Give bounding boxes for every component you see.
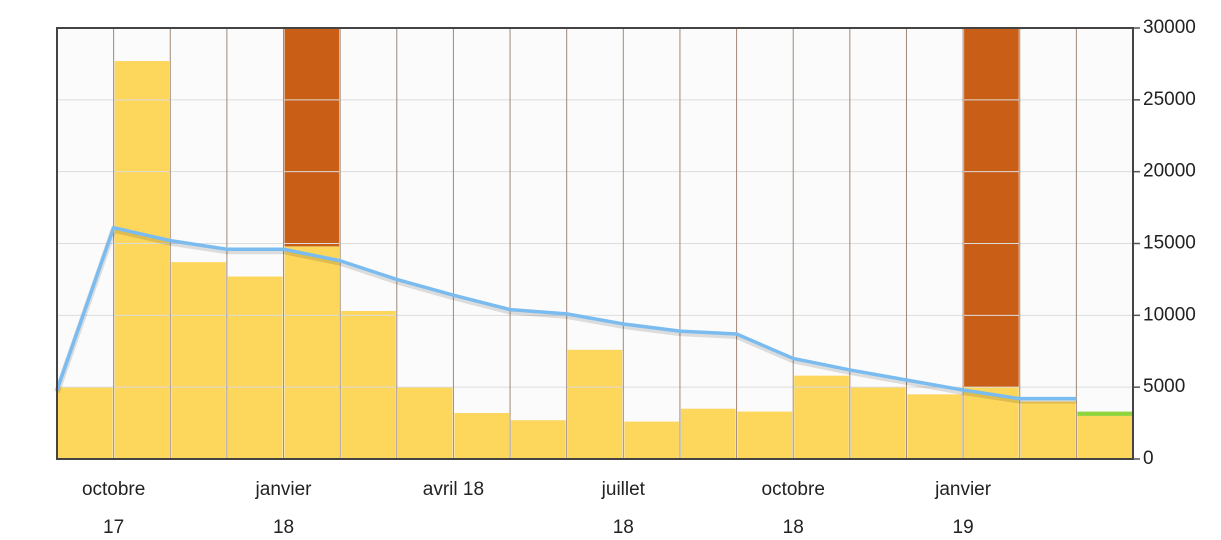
plot-frame (56, 27, 1134, 460)
bar (850, 387, 906, 459)
bar (284, 28, 340, 247)
y-tick-label: 0 (1143, 448, 1154, 469)
y-tick-label: 15000 (1143, 233, 1196, 254)
x-tick-label: juillet 18 (601, 479, 646, 538)
bar (454, 413, 510, 459)
x-tick-label: janvier 18 (255, 479, 313, 538)
bar (284, 246, 340, 459)
y-tick-label: 10000 (1143, 304, 1196, 325)
y-tick-label: 5000 (1143, 376, 1185, 397)
bar (227, 276, 283, 459)
bar (680, 408, 736, 459)
bar (624, 421, 679, 459)
x-tick-label: octobre 18 (762, 479, 825, 538)
bar (964, 387, 1019, 459)
bar (1077, 415, 1132, 459)
bar (794, 375, 849, 459)
y-tick-label: 25000 (1143, 89, 1196, 110)
bar (964, 28, 1019, 388)
x-tick-label: avril 18 (423, 479, 484, 500)
bar (1077, 411, 1132, 416)
bar (397, 387, 453, 459)
bar (567, 349, 623, 459)
y-tick-label: 20000 (1143, 161, 1196, 182)
bar (341, 311, 396, 459)
x-tick-label: janvier 19 (934, 479, 992, 538)
x-tick-label: octobre 17 (82, 479, 145, 538)
bar (58, 387, 113, 459)
bar (1020, 401, 1076, 459)
bar (907, 394, 963, 459)
bar (171, 262, 226, 459)
bar (114, 61, 170, 459)
bar (737, 411, 793, 459)
bar (511, 420, 566, 459)
line (55, 225, 1077, 401)
y-tick-label: 30000 (1143, 17, 1196, 38)
line-shadow (54, 226, 1077, 404)
